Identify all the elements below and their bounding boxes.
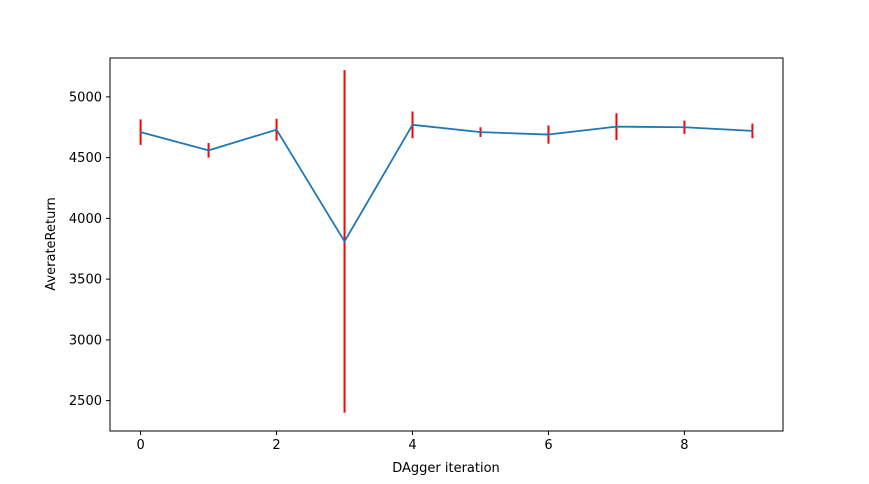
y-axis: 2500 3000 3500 4000 4500 5000: [69, 90, 110, 409]
data-point: [275, 128, 278, 131]
x-tick-label: 4: [408, 438, 416, 453]
y-tick-label: 2500: [69, 394, 102, 409]
y-axis-label: AverateReturn: [44, 197, 59, 290]
x-tick-label: 8: [680, 438, 688, 453]
data-point: [547, 133, 550, 136]
x-tick-label: 2: [272, 438, 280, 453]
x-axis: 0 2 4 6 8: [136, 431, 689, 453]
data-point: [479, 131, 482, 134]
x-axis-label: DAgger iteration: [392, 461, 500, 476]
data-point: [343, 240, 346, 243]
data-point: [411, 123, 414, 126]
y-tick-label: 4000: [69, 212, 102, 227]
axes-frame: [109, 57, 784, 432]
data-point: [615, 125, 618, 128]
x-tick-label: 6: [544, 438, 552, 453]
data-point: [683, 126, 686, 129]
x-tick-label: 0: [136, 438, 144, 453]
series-line-layer: [139, 123, 754, 243]
y-tick-label: 5000: [69, 90, 102, 105]
series-line: [140, 123, 753, 243]
data-point: [139, 131, 142, 134]
data-point: [751, 129, 754, 132]
y-tick-label: 4500: [69, 151, 102, 166]
errorbar-layer: [139, 70, 754, 413]
y-tick-label: 3500: [69, 273, 102, 288]
data-point: [207, 149, 210, 152]
y-tick-label: 3000: [69, 333, 102, 348]
